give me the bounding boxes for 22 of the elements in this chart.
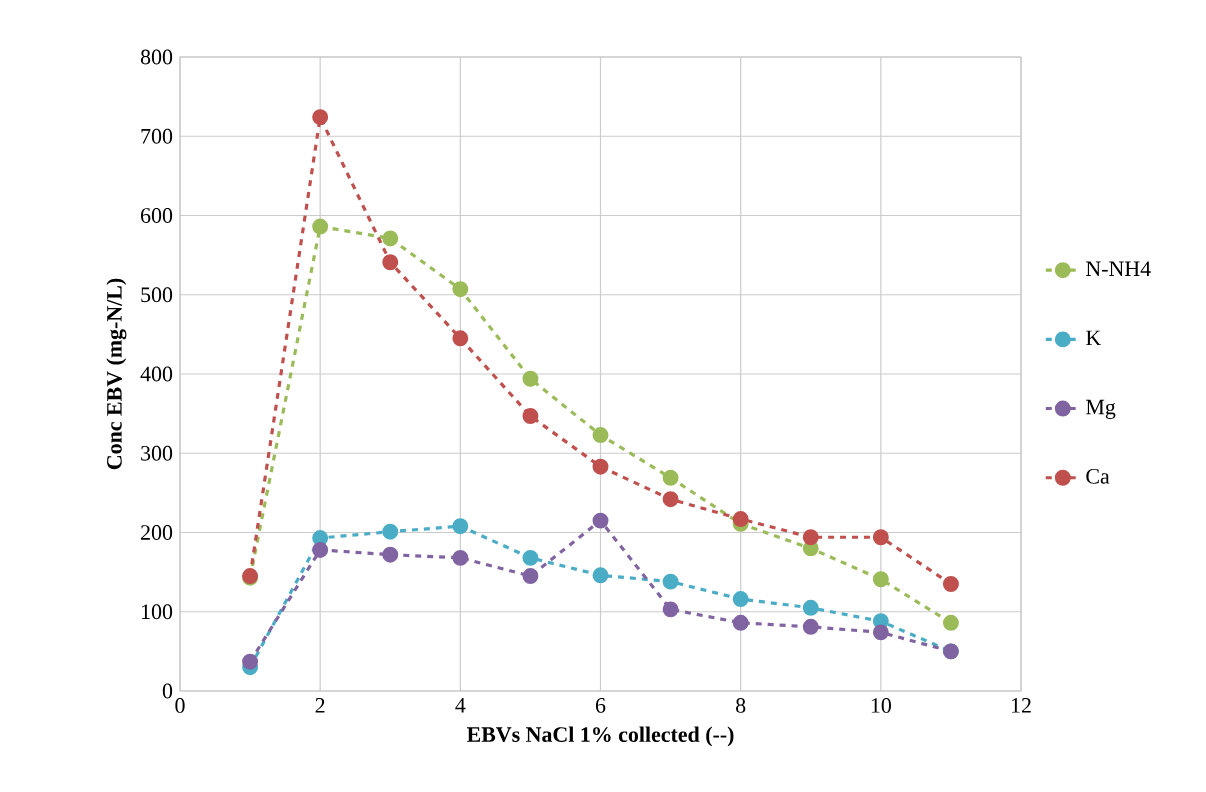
x-tick-label: 2 [315, 698, 325, 713]
x-tick-label: 12 [1011, 698, 1031, 713]
x-axis-title: EBVs NaCl 1% collected (--) [466, 726, 734, 747]
x-tick-label: 6 [595, 698, 606, 713]
x-tick-label: 10 [871, 698, 891, 713]
y-tick-label: 300 [141, 445, 173, 461]
x-tick-label: 8 [736, 698, 746, 713]
x-tick-label: 4 [455, 698, 466, 713]
y-axis-title: Conc EBV (mg-N/L) [106, 278, 127, 470]
y-tick-label: 400 [140, 366, 173, 382]
y-tick-label: 0 [162, 683, 173, 699]
y-tick-label: 800 [140, 49, 173, 65]
x-tick-label: 0 [175, 698, 185, 713]
y-tick-label: 600 [141, 208, 173, 223]
legend-label: K [1086, 330, 1101, 346]
y-tick-label: 700 [141, 128, 173, 144]
legend-label: Mg [1086, 399, 1116, 419]
y-tick-label: 500 [141, 287, 173, 303]
legend-label: Ca [1086, 469, 1110, 484]
y-tick-label: 100 [142, 604, 173, 620]
y-tick-label: 200 [141, 525, 173, 540]
legend-label: N-NH4 [1086, 261, 1151, 276]
